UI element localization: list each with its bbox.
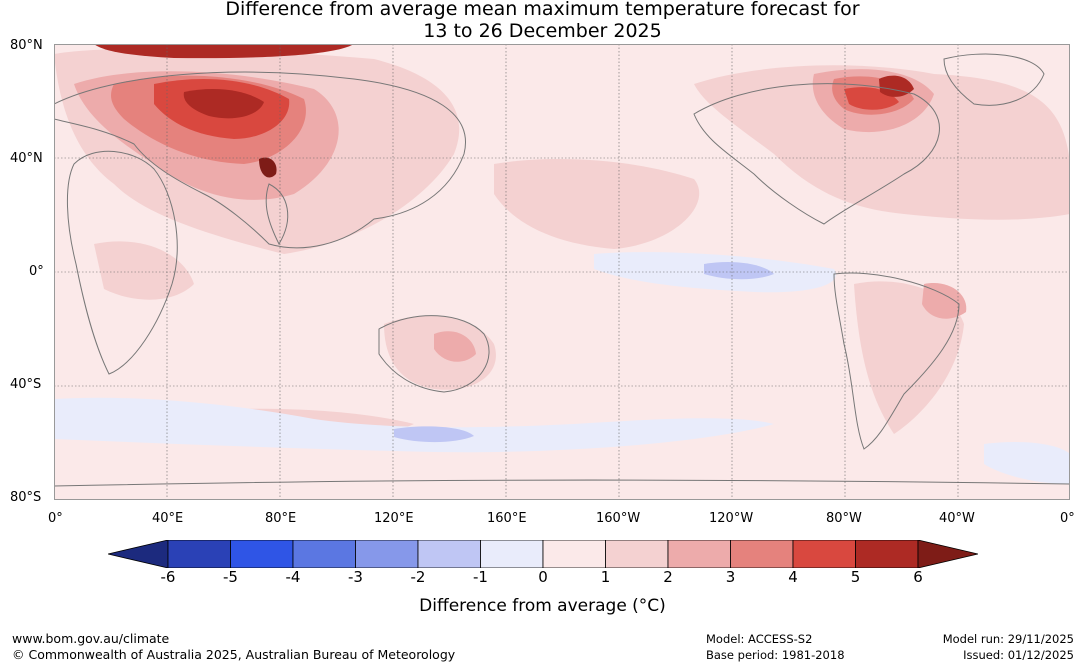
lon-label-40w: 40°W: [939, 511, 975, 526]
anomaly-region-eurasia-5to6: [183, 89, 264, 119]
colorbar-swatch: [230, 540, 294, 568]
anomaly-region-north-pacific-1to2: [494, 159, 700, 249]
colorbar-tick-label: 5: [850, 568, 861, 586]
colorbar-swatch: [167, 540, 231, 568]
coastline-africa: [66, 150, 178, 375]
footer-model-run: Model run: 29/11/2025: [942, 632, 1074, 646]
footer-copyright: © Commonwealth of Australia 2025, Austra…: [12, 647, 456, 662]
lon-label-120w: 120°W: [709, 511, 754, 526]
colorbar-tick-label: -1: [473, 568, 488, 586]
footer-base-period: Base period: 1981-2018: [706, 648, 845, 662]
colorbar-swatch: [417, 540, 481, 568]
anomaly-region-equatorial-pacific-neg-2: [704, 262, 774, 280]
colorbar-swatch: [667, 540, 731, 568]
lon-label-80w: 80°W: [826, 511, 862, 526]
coastline-antarctica: [54, 479, 1070, 487]
colorbar-swatch: [792, 540, 856, 568]
coastline-greenland: [943, 53, 1045, 106]
lon-label-80e: 80°E: [265, 511, 297, 526]
anomaly-region-arctic-5to6: [94, 44, 354, 59]
anomaly-region-central-asia-max: [259, 157, 277, 178]
colorbar-tick-label: 2: [663, 568, 673, 586]
graticule-layer: [54, 44, 1070, 500]
footer-site: www.bom.gov.au/climate: [12, 631, 170, 646]
lat-label-40n: 40°N: [10, 151, 43, 166]
anomaly-region-southern-ocean-neg-2: [394, 426, 474, 443]
colorbar-tick-label: 0: [538, 568, 548, 586]
lat-label-80s: 80°S: [10, 490, 42, 505]
anomaly-region-south-atlantic-1to2: [94, 241, 194, 300]
coastline-india: [265, 183, 289, 246]
colorbar-swatch: [480, 540, 544, 568]
lat-label-80n: 80°N: [10, 38, 43, 53]
colorbar-swatch: [605, 540, 669, 568]
coastline-layer: [54, 53, 1070, 487]
map-border: [54, 44, 1070, 500]
colorbar-swatch: [355, 540, 419, 568]
coastline-eurasia: [54, 71, 466, 249]
lon-label-160w: 160°W: [596, 511, 641, 526]
lat-label-equator: 0°: [29, 264, 44, 279]
map-title-line1: Difference from average mean maximum tem…: [225, 0, 860, 20]
colorbar-tick-label: 4: [788, 568, 798, 586]
footer-model: Model: ACCESS-S2: [706, 632, 813, 646]
colorbar-tick-label: -3: [348, 568, 363, 586]
anomaly-region-southern-ocean-neg: [54, 397, 774, 453]
lon-label-0: 0°: [48, 511, 63, 526]
colorbar-tick-label: -5: [223, 568, 238, 586]
lon-label-40e: 40°E: [152, 511, 184, 526]
colorbar-extend-high: [917, 540, 978, 568]
colorbar-swatch: [292, 540, 356, 568]
colorbar-tick-label: -2: [410, 568, 426, 586]
colorbar-extend-low: [108, 540, 169, 568]
coastline-north-america: [693, 83, 940, 225]
lon-label-160e: 160°E: [487, 511, 527, 526]
colorbar: [108, 540, 978, 568]
footer-issued: Issued: 01/12/2025: [963, 648, 1074, 662]
coastline-australia: [378, 315, 490, 393]
temperature-anomaly-map: [54, 44, 1070, 500]
lat-label-40s: 40°S: [10, 377, 42, 392]
colorbar-swatch: [730, 540, 794, 568]
colorbar-tick-label: 3: [725, 568, 736, 586]
anomaly-region-south-america-2to3: [922, 283, 967, 319]
colorbar-tick-label: 1: [600, 568, 611, 586]
coastline-south-america: [833, 272, 960, 450]
anomaly-region-south-america-1to2: [854, 281, 964, 434]
colorbar-title: Difference from average (°C): [419, 596, 666, 616]
lon-label-120e: 120°E: [374, 511, 414, 526]
colorbar-tick-label: -4: [285, 568, 301, 586]
anomaly-region-south-pacific-neg: [984, 442, 1070, 484]
colorbar-swatch: [542, 540, 606, 568]
colorbar-tick-label: -6: [160, 568, 176, 586]
map-title-line2: 13 to 26 December 2025: [423, 20, 662, 42]
lon-label-0-east: 0°: [1060, 511, 1075, 526]
anomaly-region-australia-2to3: [434, 331, 476, 362]
colorbar-swatch: [855, 540, 919, 568]
colorbar-tick-label: 6: [913, 568, 923, 586]
